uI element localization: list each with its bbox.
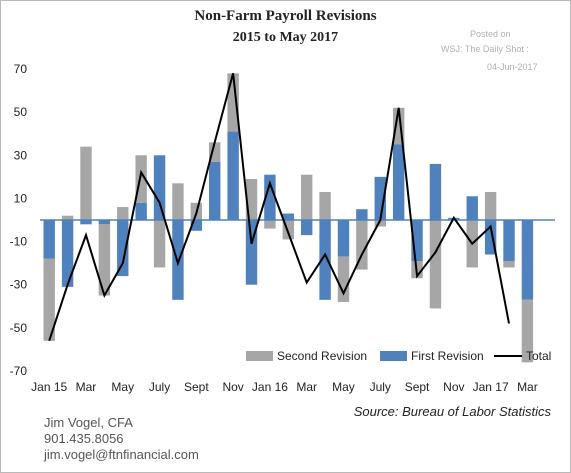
total-line-layer	[48, 73, 510, 342]
legend-label: First Revision	[411, 349, 484, 363]
legend-second-revision: Second Revision	[246, 349, 367, 363]
second-revision-bar	[374, 220, 386, 227]
second-revision-bar	[172, 183, 184, 220]
watermark-date: 04-Jun-2017	[487, 62, 538, 72]
first-revision-bar	[466, 196, 478, 220]
first-revision-bar	[135, 202, 147, 220]
second-revision-bar	[135, 155, 147, 203]
x-axis: Jan 15 Mar May July Sept Nov Jan 16 Mar May July S…	[31, 380, 538, 394]
second-revision-bar	[319, 191, 331, 220]
first-revision-bar	[319, 220, 331, 300]
author-email: jim.vogel@ftnfinancial.com	[44, 447, 199, 462]
y-tick-label: 10	[14, 191, 28, 205]
legend: Second Revision First Revision Total	[246, 349, 551, 363]
source-note: Source: Bureau of Labor Statistics	[353, 404, 551, 419]
y-tick-label: 50	[14, 105, 28, 119]
second-revision-bar	[300, 174, 313, 220]
legend-label: Second Revision	[277, 349, 367, 363]
second-revision-bar	[43, 258, 55, 341]
first-revision-bar	[98, 220, 111, 225]
chart-plot: 70 50 30 10 -10 -30 -50 -70 Jan 15 Mar May July Sep…	[10, 62, 555, 394]
x-tick-label: Nov	[443, 380, 464, 394]
x-tick-label: July	[149, 380, 170, 394]
x-tick-label: Mar	[76, 380, 97, 394]
legend-swatch	[380, 351, 407, 361]
first-revision-bar	[153, 155, 166, 220]
watermark-source: WSJ: The Daily Shot :	[441, 44, 529, 54]
second-revision-bar	[80, 146, 92, 220]
first-revision-bar	[264, 174, 276, 220]
second-revision-bar	[356, 220, 368, 270]
first-revision-bar	[282, 213, 295, 220]
y-tick-label: 70	[14, 62, 28, 76]
second-revision-bar	[503, 260, 515, 268]
second-revision-bar	[61, 215, 74, 220]
first-revision-bar	[245, 220, 258, 285]
legend-first-revision: First Revision	[380, 349, 484, 363]
y-axis: 70 50 30 10 -10 -30 -50 -70	[10, 62, 28, 378]
first-revision-bar	[429, 163, 442, 220]
x-tick-label: July	[370, 380, 391, 394]
chart-subtitle: 2015 to May 2017	[232, 30, 339, 45]
y-tick-label: -10	[10, 235, 28, 249]
total-line	[48, 73, 510, 342]
y-tick-label: 30	[14, 148, 28, 162]
bars-layer	[43, 73, 534, 363]
second-revision-bar	[153, 220, 166, 268]
first-revision-bar	[61, 220, 74, 287]
legend-total: Total	[494, 349, 551, 363]
legend-swatch	[246, 351, 273, 361]
y-tick-label: -30	[10, 278, 28, 292]
second-revision-bar	[429, 220, 442, 309]
second-revision-bar	[264, 220, 276, 229]
second-revision-bar	[337, 256, 350, 302]
first-revision-bar	[503, 220, 515, 261]
second-revision-bar	[484, 191, 497, 220]
first-revision-bar	[484, 220, 497, 255]
second-revision-bar	[227, 73, 239, 132]
y-tick-label: -50	[10, 321, 28, 335]
x-tick-label: May	[332, 380, 355, 394]
author-phone: 901.435.8056	[44, 431, 124, 446]
first-revision-bar	[209, 161, 221, 220]
x-tick-label: Sept	[184, 380, 209, 394]
second-revision-bar	[117, 207, 129, 220]
second-revision-bar	[245, 179, 258, 220]
author-name: Jim Vogel, CFA	[44, 415, 133, 430]
x-tick-label: Jan 15	[31, 380, 67, 394]
x-tick-label: Jan 17	[473, 380, 509, 394]
first-revision-bar	[356, 209, 368, 220]
first-revision-bar	[374, 176, 386, 220]
first-revision-bar	[190, 220, 203, 231]
second-revision-bar	[392, 107, 405, 145]
legend-label: Total	[526, 349, 551, 363]
chart-title: Non-Farm Payroll Revisions	[194, 8, 377, 24]
first-revision-bar	[80, 220, 92, 225]
y-tick-label: -70	[10, 364, 28, 378]
first-revision-bar	[300, 220, 313, 236]
first-revision-bar	[521, 220, 534, 300]
second-revision-bar	[98, 224, 111, 296]
first-revision-bar	[43, 220, 55, 259]
x-tick-label: Sept	[405, 380, 430, 394]
first-revision-bar	[392, 144, 405, 220]
x-tick-label: Mar	[296, 380, 317, 394]
x-tick-label: Nov	[222, 380, 243, 394]
x-tick-label: Jan 16	[252, 380, 288, 394]
watermark-posted-on: Posted on	[470, 29, 511, 39]
second-revision-bar	[209, 142, 221, 162]
x-tick-label: Mar	[517, 380, 538, 394]
first-revision-bar	[411, 220, 423, 261]
first-revision-bar	[227, 131, 239, 220]
first-revision-bar	[117, 220, 129, 277]
first-revision-bar	[337, 220, 350, 257]
second-revision-bar	[282, 220, 295, 240]
x-tick-label: May	[111, 380, 134, 394]
second-revision-bar	[521, 299, 534, 363]
